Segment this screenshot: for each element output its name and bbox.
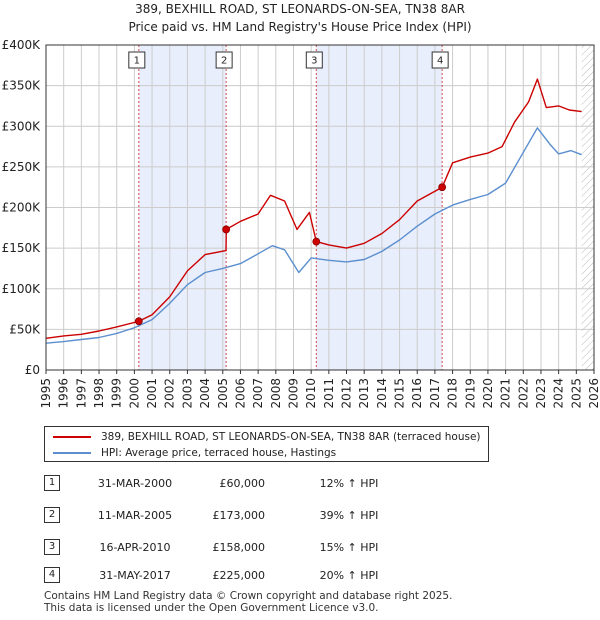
y-axis-ticks: £0 £50K £100K £150K £200K £250K £300K £350K £400…: [2, 38, 42, 377]
sale-markers: 1 2 3 4: [128, 51, 449, 69]
sale-price: £173,000: [212, 509, 266, 522]
sale-point: [312, 237, 321, 246]
legend-label-hpi: HPI: Average price, terraced house, Hast…: [101, 447, 337, 459]
sale-price: £225,000: [212, 569, 266, 582]
sale-marker-box: [215, 51, 233, 69]
x-tick-label: 2003: [180, 378, 194, 409]
x-tick-label: 2015: [393, 378, 407, 409]
legend-item-hpi: HPI: Average price, terraced house, Hast…: [53, 445, 336, 461]
sale-marker-box: [431, 51, 449, 69]
x-tick-label: 2025: [569, 378, 583, 409]
x-tick-label: 2005: [216, 378, 230, 409]
x-tick-label: 2009: [286, 378, 300, 409]
y-tick-label: £150K: [2, 241, 42, 255]
sale-point: [438, 183, 447, 192]
x-tick-label: 1996: [57, 378, 71, 409]
x-tick-label: 2010: [304, 378, 318, 409]
y-tick-label: £350K: [2, 79, 42, 93]
y-tick-label: £50K: [9, 322, 41, 336]
legend: 389, BEXHILL ROAD, ST LEONARDS-ON-SEA, T…: [44, 426, 489, 462]
sale-date: 31-MAY-2017: [99, 569, 171, 582]
x-tick-label: 2002: [163, 378, 177, 409]
sale-marker-label: 4: [437, 56, 443, 67]
x-tick-label: 2006: [233, 378, 247, 409]
y-tick-label: £200K: [2, 201, 42, 215]
legend-label-property: 389, BEXHILL ROAD, ST LEONARDS-ON-SEA, T…: [101, 431, 481, 443]
x-tick-label: 2001: [145, 378, 159, 409]
y-tick-label: £100K: [2, 282, 42, 296]
y-tick-label: £300K: [2, 119, 42, 133]
x-tick-label: 2007: [251, 378, 265, 409]
plot-frame: [45, 44, 595, 371]
x-tick-label: 2024: [552, 378, 566, 409]
sale-price: £158,000: [212, 541, 266, 554]
x-tick-label: 2018: [446, 378, 460, 409]
sale-number-badge: 1: [44, 475, 60, 491]
sale-marker-box: [128, 51, 146, 69]
hpi-series-line: [45, 127, 582, 344]
x-tick-label: 2008: [269, 378, 283, 409]
y-tick-label: £0: [25, 363, 40, 377]
sale-hpi-change: 12% ↑ HPI: [319, 477, 379, 490]
sale-point: [222, 225, 231, 234]
x-tick-label: 2000: [127, 378, 141, 409]
sale-date: 11-MAR-2005: [97, 509, 173, 522]
x-tick-label: 2004: [198, 378, 212, 409]
sale-number-badge: 3: [44, 539, 60, 555]
x-tick-label: 2012: [340, 378, 354, 409]
sale-date: 16-APR-2010: [99, 541, 171, 554]
x-tick-label: 2013: [357, 378, 371, 409]
x-tick-label: 1998: [92, 378, 106, 409]
x-tick-label: 2021: [499, 378, 513, 409]
x-tick-label: 2022: [516, 378, 530, 409]
sale-date: 31-MAR-2000: [97, 477, 173, 490]
sale-number-badge: 4: [44, 567, 60, 583]
sale-hpi-change: 39% ↑ HPI: [319, 509, 379, 522]
y-tick-label: £400K: [2, 38, 42, 52]
legend-swatch-hpi: [53, 452, 91, 454]
price-chart: 389, BEXHILL ROAD, ST LEONARDS-ON-SEA, T…: [2, 2, 600, 409]
sale-marker-box: [305, 51, 323, 69]
x-axis-ticks: 1995 1996 1997 1998 1999 2000 2001 2002 2003 2004…: [39, 370, 600, 409]
sale-points: [134, 183, 447, 326]
footer: Contains HM Land Registry data © Crown c…: [44, 590, 452, 614]
x-tick-label: 2020: [481, 378, 495, 409]
legend-swatch-property: [53, 436, 91, 438]
sale-price: £60,000: [219, 477, 266, 490]
x-tick-label: 2014: [375, 378, 389, 409]
x-tick-label: 2017: [428, 378, 442, 409]
sale-number-badge: 2: [44, 507, 60, 523]
y-tick-label: £250K: [2, 160, 42, 174]
legend-item-property: 389, BEXHILL ROAD, ST LEONARDS-ON-SEA, T…: [53, 429, 481, 445]
x-tick-label: 2019: [463, 378, 477, 409]
sale-marker-label: 3: [311, 56, 317, 67]
x-tick-label: 1997: [74, 378, 88, 409]
footer-licence: This data is licensed under the Open Gov…: [44, 602, 379, 614]
x-tick-label: 2023: [534, 378, 548, 409]
footer-copyright: Contains HM Land Registry data © Crown c…: [44, 590, 453, 602]
x-tick-label: 1995: [39, 378, 53, 409]
x-tick-label: 2026: [587, 378, 600, 409]
sale-hpi-change: 20% ↑ HPI: [319, 569, 379, 582]
chart-subtitle: Price paid vs. HM Land Registry's House …: [128, 20, 471, 34]
x-tick-label: 1999: [110, 378, 124, 409]
sale-marker-label: 2: [221, 56, 227, 67]
chart-title: 389, BEXHILL ROAD, ST LEONARDS-ON-SEA, T…: [135, 2, 465, 16]
sale-point: [134, 317, 143, 326]
x-tick-label: 2011: [322, 378, 336, 409]
sale-marker-label: 1: [134, 56, 140, 67]
sale-hpi-change: 15% ↑ HPI: [319, 541, 379, 554]
x-tick-label: 2016: [410, 378, 424, 409]
